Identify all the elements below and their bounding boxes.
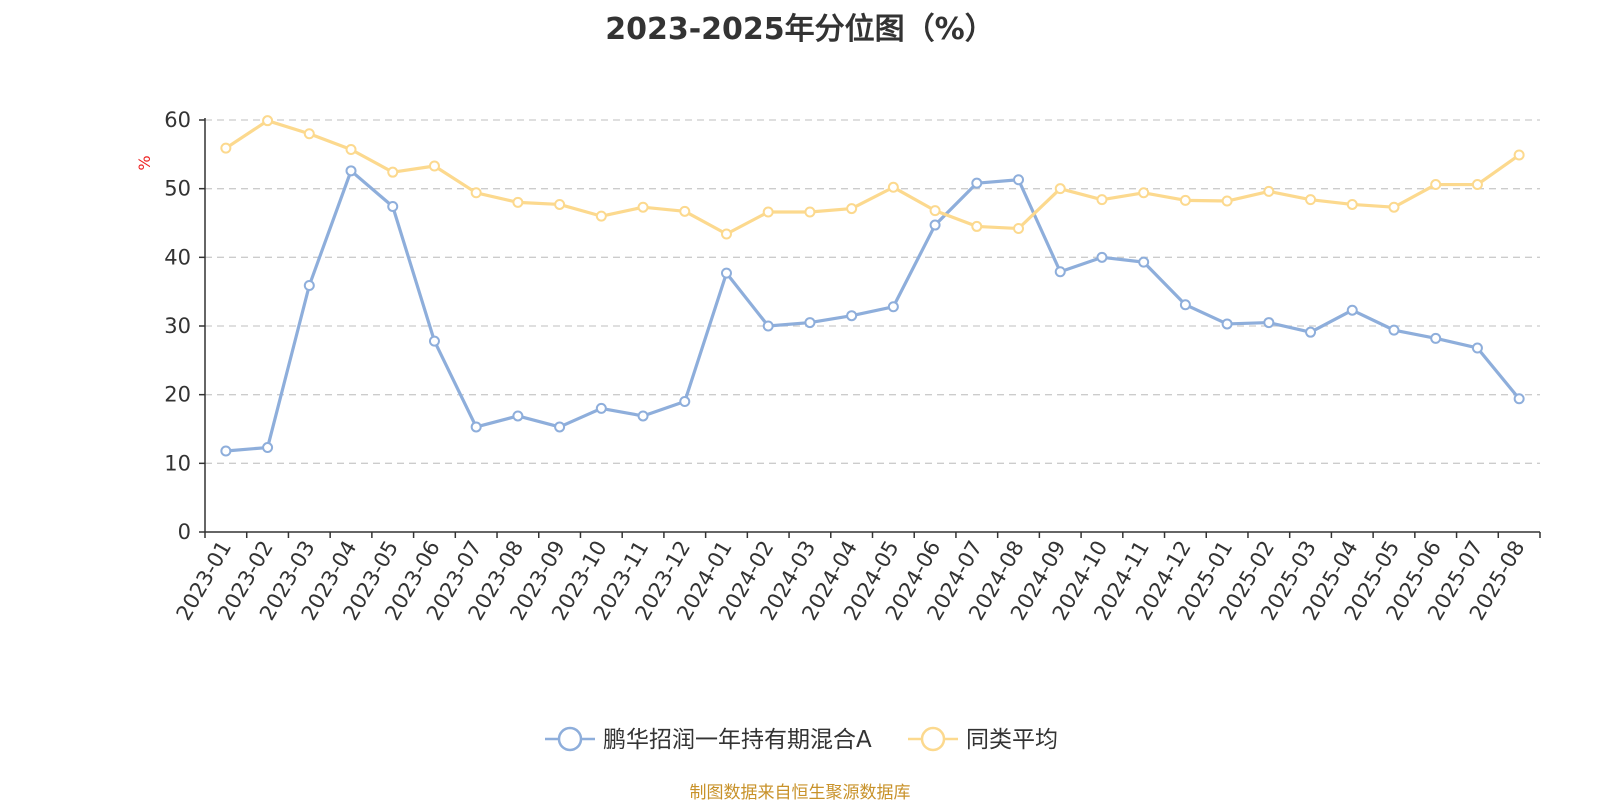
y-tick-label: 40: [164, 245, 191, 269]
data-point: [804, 317, 816, 329]
data-point: [720, 228, 732, 240]
data-point: [637, 201, 649, 213]
data-point: [1305, 194, 1317, 206]
data-point: [1221, 318, 1233, 330]
data-point: [1179, 194, 1191, 206]
data-point: [1513, 149, 1525, 161]
data-point: [1013, 174, 1025, 186]
data-point: [512, 196, 524, 208]
series: [220, 115, 1525, 457]
data-point: [846, 203, 858, 215]
data-point: [303, 279, 315, 291]
data-point: [637, 410, 649, 422]
data-point: [220, 142, 232, 154]
data-point: [428, 160, 440, 172]
series-1: [220, 165, 1525, 457]
data-point: [1346, 304, 1358, 316]
legend-marker: [557, 726, 583, 752]
data-point: [1388, 324, 1400, 336]
data-point: [887, 301, 899, 313]
legend-item-2: 同类平均: [908, 726, 1058, 753]
source-note: 制图数据来自恒生聚源数据库: [689, 783, 911, 803]
data-point: [1096, 251, 1108, 263]
data-point: [679, 205, 691, 217]
legend-label: 鹏华招润一年持有期混合A: [603, 727, 872, 753]
data-point: [1096, 194, 1108, 206]
data-point: [387, 201, 399, 213]
y-tick-label: 20: [164, 383, 191, 407]
data-point: [971, 177, 983, 189]
data-point: [1263, 317, 1275, 329]
data-point: [929, 219, 941, 231]
data-point: [1346, 198, 1358, 210]
y-axis-unit-label: %: [135, 155, 154, 170]
data-point: [554, 198, 566, 210]
data-point: [929, 205, 941, 217]
data-point: [262, 442, 274, 454]
data-point: [1513, 393, 1525, 405]
legend: 鹏华招润一年持有期混合A 同类平均: [545, 726, 1058, 753]
data-point: [720, 267, 732, 279]
data-point: [846, 310, 858, 322]
data-point: [679, 396, 691, 408]
data-point: [762, 320, 774, 332]
data-point: [387, 166, 399, 178]
axes: 01020304050602023-012023-022023-032023-0…: [164, 108, 1541, 624]
data-point: [887, 181, 899, 193]
data-point: [470, 187, 482, 199]
y-tick-label: 30: [164, 314, 191, 338]
series-2: [220, 115, 1525, 240]
data-point: [345, 144, 357, 156]
data-point: [428, 335, 440, 347]
y-tick-label: 50: [164, 177, 191, 201]
data-point: [595, 210, 607, 222]
data-point: [1471, 342, 1483, 354]
data-point: [971, 220, 983, 232]
data-point: [1221, 195, 1233, 207]
data-point: [1305, 326, 1317, 338]
data-point: [595, 402, 607, 414]
legend-marker: [920, 726, 946, 752]
series-line: [225, 169, 1521, 453]
data-point: [1138, 256, 1150, 268]
data-point: [1013, 222, 1025, 234]
data-point: [1054, 266, 1066, 278]
data-point: [345, 165, 357, 177]
gridlines: [205, 119, 1540, 464]
data-point: [1179, 299, 1191, 311]
data-point: [1054, 183, 1066, 195]
data-point: [1471, 179, 1483, 191]
data-point: [470, 421, 482, 433]
data-point: [512, 410, 524, 422]
y-tick-label: 60: [164, 108, 191, 132]
data-point: [262, 115, 274, 127]
data-point: [1430, 179, 1442, 191]
data-point: [1430, 332, 1442, 344]
data-point: [554, 421, 566, 433]
data-point: [220, 445, 232, 457]
legend-label: 同类平均: [966, 727, 1058, 753]
data-point: [762, 206, 774, 218]
data-point: [804, 206, 816, 218]
y-tick-label: 0: [178, 520, 191, 544]
legend-item-1: 鹏华招润一年持有期混合A: [545, 726, 872, 753]
data-point: [1263, 185, 1275, 197]
data-point: [303, 128, 315, 140]
data-point: [1138, 187, 1150, 199]
chart-title: 2023-2025年分位图（%）: [605, 12, 995, 47]
y-tick-label: 10: [164, 451, 191, 475]
data-point: [1388, 201, 1400, 213]
series-line: [224, 119, 1521, 236]
